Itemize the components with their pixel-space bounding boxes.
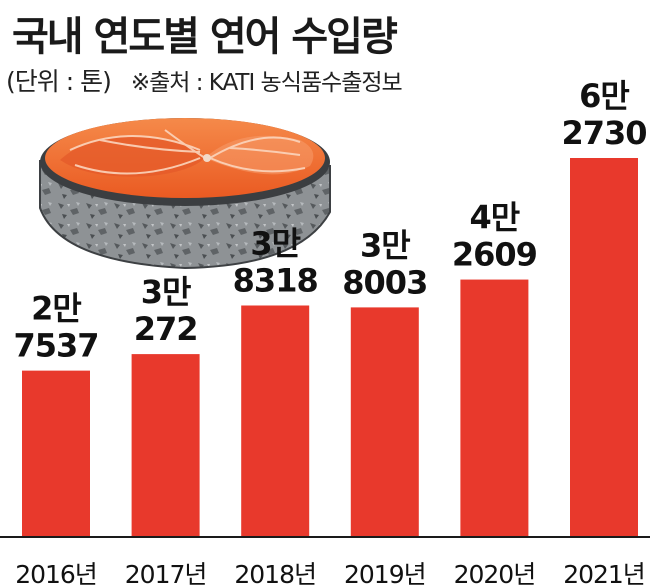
bars-group [22,158,638,537]
value-label-3-1: 8003 [342,263,427,301]
bar-2 [241,305,310,537]
x-tick-labels-group: 2016년 2017년 2018년 2019년 2020년 2021년 [15,560,646,588]
x-tick-label-0: 2016년 [15,560,97,588]
salmon-steak-illustration [39,118,331,270]
unit-note: (단위 : 톤) [6,67,112,96]
value-label-5-1: 2730 [561,114,646,152]
value-label-5-0: 6만 [579,77,629,115]
bar-3 [350,307,419,537]
chart-subtitle: (단위 : 톤) ※출처 : KATI 농식품수출정보 [6,62,403,98]
value-label-0-0: 2만 [31,290,81,328]
x-tick-label-3: 2019년 [344,560,426,588]
value-label-0-1: 7537 [13,327,98,365]
value-label-2-1: 8318 [233,261,318,299]
value-label-3-0: 3만 [360,226,410,264]
bar-4 [460,279,529,537]
x-tick-label-5: 2021년 [563,560,645,588]
x-tick-label-1: 2017년 [125,560,207,588]
value-label-2-0: 3만 [250,224,300,262]
value-label-1-0: 3만 [141,273,191,311]
value-label-4-1: 2609 [452,236,537,274]
chart-title: 국내 연도별 연어 수입량 [12,14,398,60]
bar-0 [22,370,90,537]
x-tick-label-4: 2020년 [454,560,536,588]
source-note: ※출처 : KATI 농식품수출정보 [130,70,403,96]
value-label-4-0: 4만 [470,199,520,237]
bar-1 [131,354,200,537]
bar-5 [570,158,638,537]
value-label-1-1: 272 [134,310,198,348]
x-tick-label-2: 2018년 [234,560,316,588]
